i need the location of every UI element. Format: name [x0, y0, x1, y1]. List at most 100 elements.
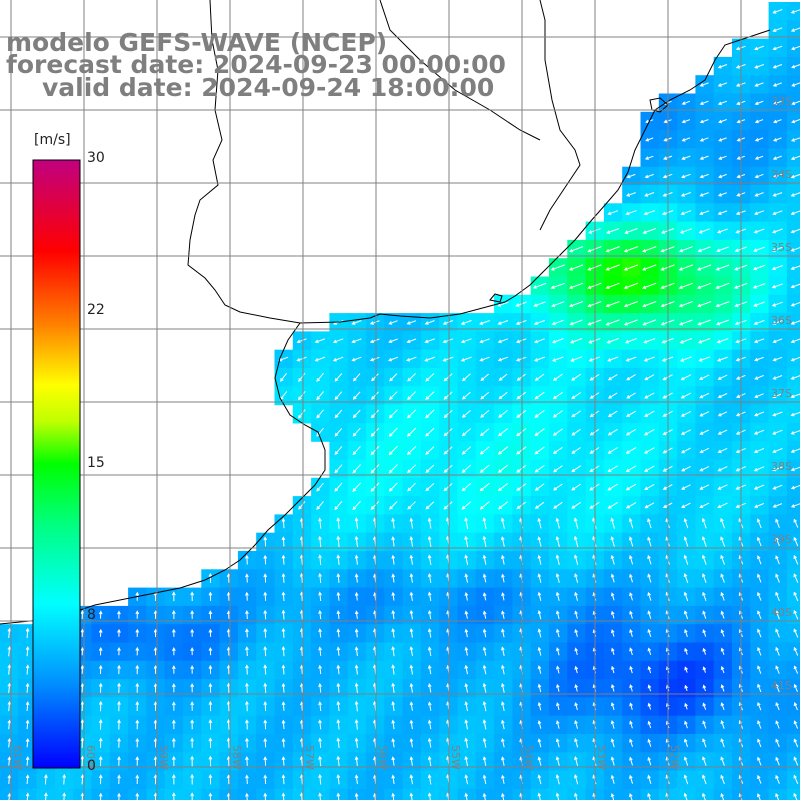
wind-arrow — [717, 484, 728, 490]
wind-arrow — [263, 737, 268, 748]
wind-arrow — [552, 373, 563, 381]
wind-arrow — [334, 500, 343, 511]
wind-arrow — [790, 301, 800, 307]
wind-arrow — [642, 301, 657, 308]
wind-arrow — [644, 483, 655, 491]
wind-arrow — [702, 647, 707, 655]
wind-arrow — [644, 155, 654, 160]
wind-arrow — [497, 301, 509, 307]
wind-arrow — [425, 483, 435, 492]
wind-arrow — [370, 464, 380, 474]
wind-arrow — [753, 246, 765, 252]
wind-arrow — [537, 701, 542, 711]
wind-arrow — [389, 391, 398, 400]
wind-arrow — [625, 447, 637, 454]
wind-arrow — [370, 409, 380, 419]
wind-arrow — [555, 720, 560, 729]
wind-arrow — [427, 628, 432, 638]
wind-arrow — [427, 554, 432, 565]
wind-arrow — [479, 501, 490, 510]
wind-arrow — [409, 756, 414, 766]
wind-arrow — [245, 737, 249, 748]
wind-arrow — [678, 264, 693, 271]
valid-date: valid date: 2024-09-24 18:00:00 — [42, 73, 495, 102]
wind-arrow — [647, 756, 652, 766]
wind-arrow — [534, 446, 545, 455]
wind-arrow — [354, 792, 359, 800]
wind-arrow — [281, 554, 286, 565]
wind-cell — [494, 788, 513, 800]
wind-arrow — [550, 282, 565, 289]
wind-arrow — [680, 374, 692, 381]
wind-arrow — [281, 792, 286, 800]
wind-cell — [786, 422, 800, 442]
wind-arrow — [644, 465, 655, 472]
wind-arrow — [790, 283, 800, 289]
wind-arrow — [790, 173, 800, 179]
wind-arrow — [605, 246, 620, 253]
wind-arrow — [699, 137, 709, 142]
wind-arrow — [684, 702, 688, 710]
wind-arrow — [318, 664, 322, 675]
wind-cell — [750, 788, 770, 800]
wind-arrow — [352, 427, 361, 437]
wind-arrow — [316, 409, 324, 419]
wind-arrow — [534, 501, 545, 509]
wind-arrow — [537, 628, 542, 638]
wind-arrow — [25, 701, 30, 711]
wind-arrow — [608, 392, 618, 399]
wind-arrow — [461, 482, 472, 492]
wind-arrow — [80, 628, 85, 638]
wind-arrow — [537, 536, 542, 547]
wind-arrow — [629, 702, 633, 710]
wind-arrow — [753, 338, 765, 344]
wind-arrow — [482, 774, 487, 785]
wind-arrow — [190, 792, 194, 800]
wind-arrow — [683, 573, 689, 584]
wind-arrow — [720, 774, 725, 785]
wind-arrow — [369, 320, 380, 325]
wind-arrow — [534, 373, 545, 381]
wind-arrow — [678, 246, 693, 253]
wind-arrow — [443, 446, 453, 455]
wind-arrow — [351, 320, 362, 325]
wind-arrow — [697, 264, 712, 271]
wind-arrow — [757, 683, 762, 693]
wind-arrow — [171, 683, 176, 693]
wind-arrow — [80, 682, 85, 693]
wind-arrow — [497, 483, 509, 492]
wind-arrow — [647, 591, 652, 601]
wind-arrow — [699, 429, 710, 435]
wind-arrow — [461, 501, 472, 510]
wind-arrow — [757, 591, 762, 601]
wind-arrow — [629, 665, 633, 674]
wind-arrow — [171, 719, 176, 730]
wind-arrow — [497, 446, 509, 455]
wind-arrow — [336, 646, 341, 656]
wind-arrow — [318, 719, 322, 730]
wind-arrow — [697, 338, 711, 344]
wind-arrow — [479, 428, 490, 437]
wind-arrow — [772, 448, 783, 453]
wind-arrow — [135, 701, 140, 712]
wind-arrow — [702, 684, 707, 692]
wind-arrow — [245, 682, 249, 693]
wind-arrow — [464, 774, 469, 785]
wind-arrow — [625, 356, 637, 362]
wind-arrow — [683, 756, 689, 766]
wind-arrow — [775, 683, 780, 693]
latitude-label: 37S — [771, 387, 792, 400]
wind-arrow — [773, 137, 782, 142]
wind-arrow — [370, 500, 380, 510]
wind-arrow — [318, 609, 322, 620]
wind-arrow — [683, 554, 689, 565]
wind-arrow — [775, 646, 780, 656]
wind-arrow — [406, 446, 417, 456]
wind-arrow — [25, 627, 30, 639]
wind-arrow — [388, 445, 398, 456]
wind-arrow — [336, 700, 341, 712]
wind-arrow — [754, 64, 764, 69]
wind-arrow — [318, 628, 322, 638]
wind-arrow — [7, 682, 12, 693]
wind-arrow — [574, 755, 579, 767]
